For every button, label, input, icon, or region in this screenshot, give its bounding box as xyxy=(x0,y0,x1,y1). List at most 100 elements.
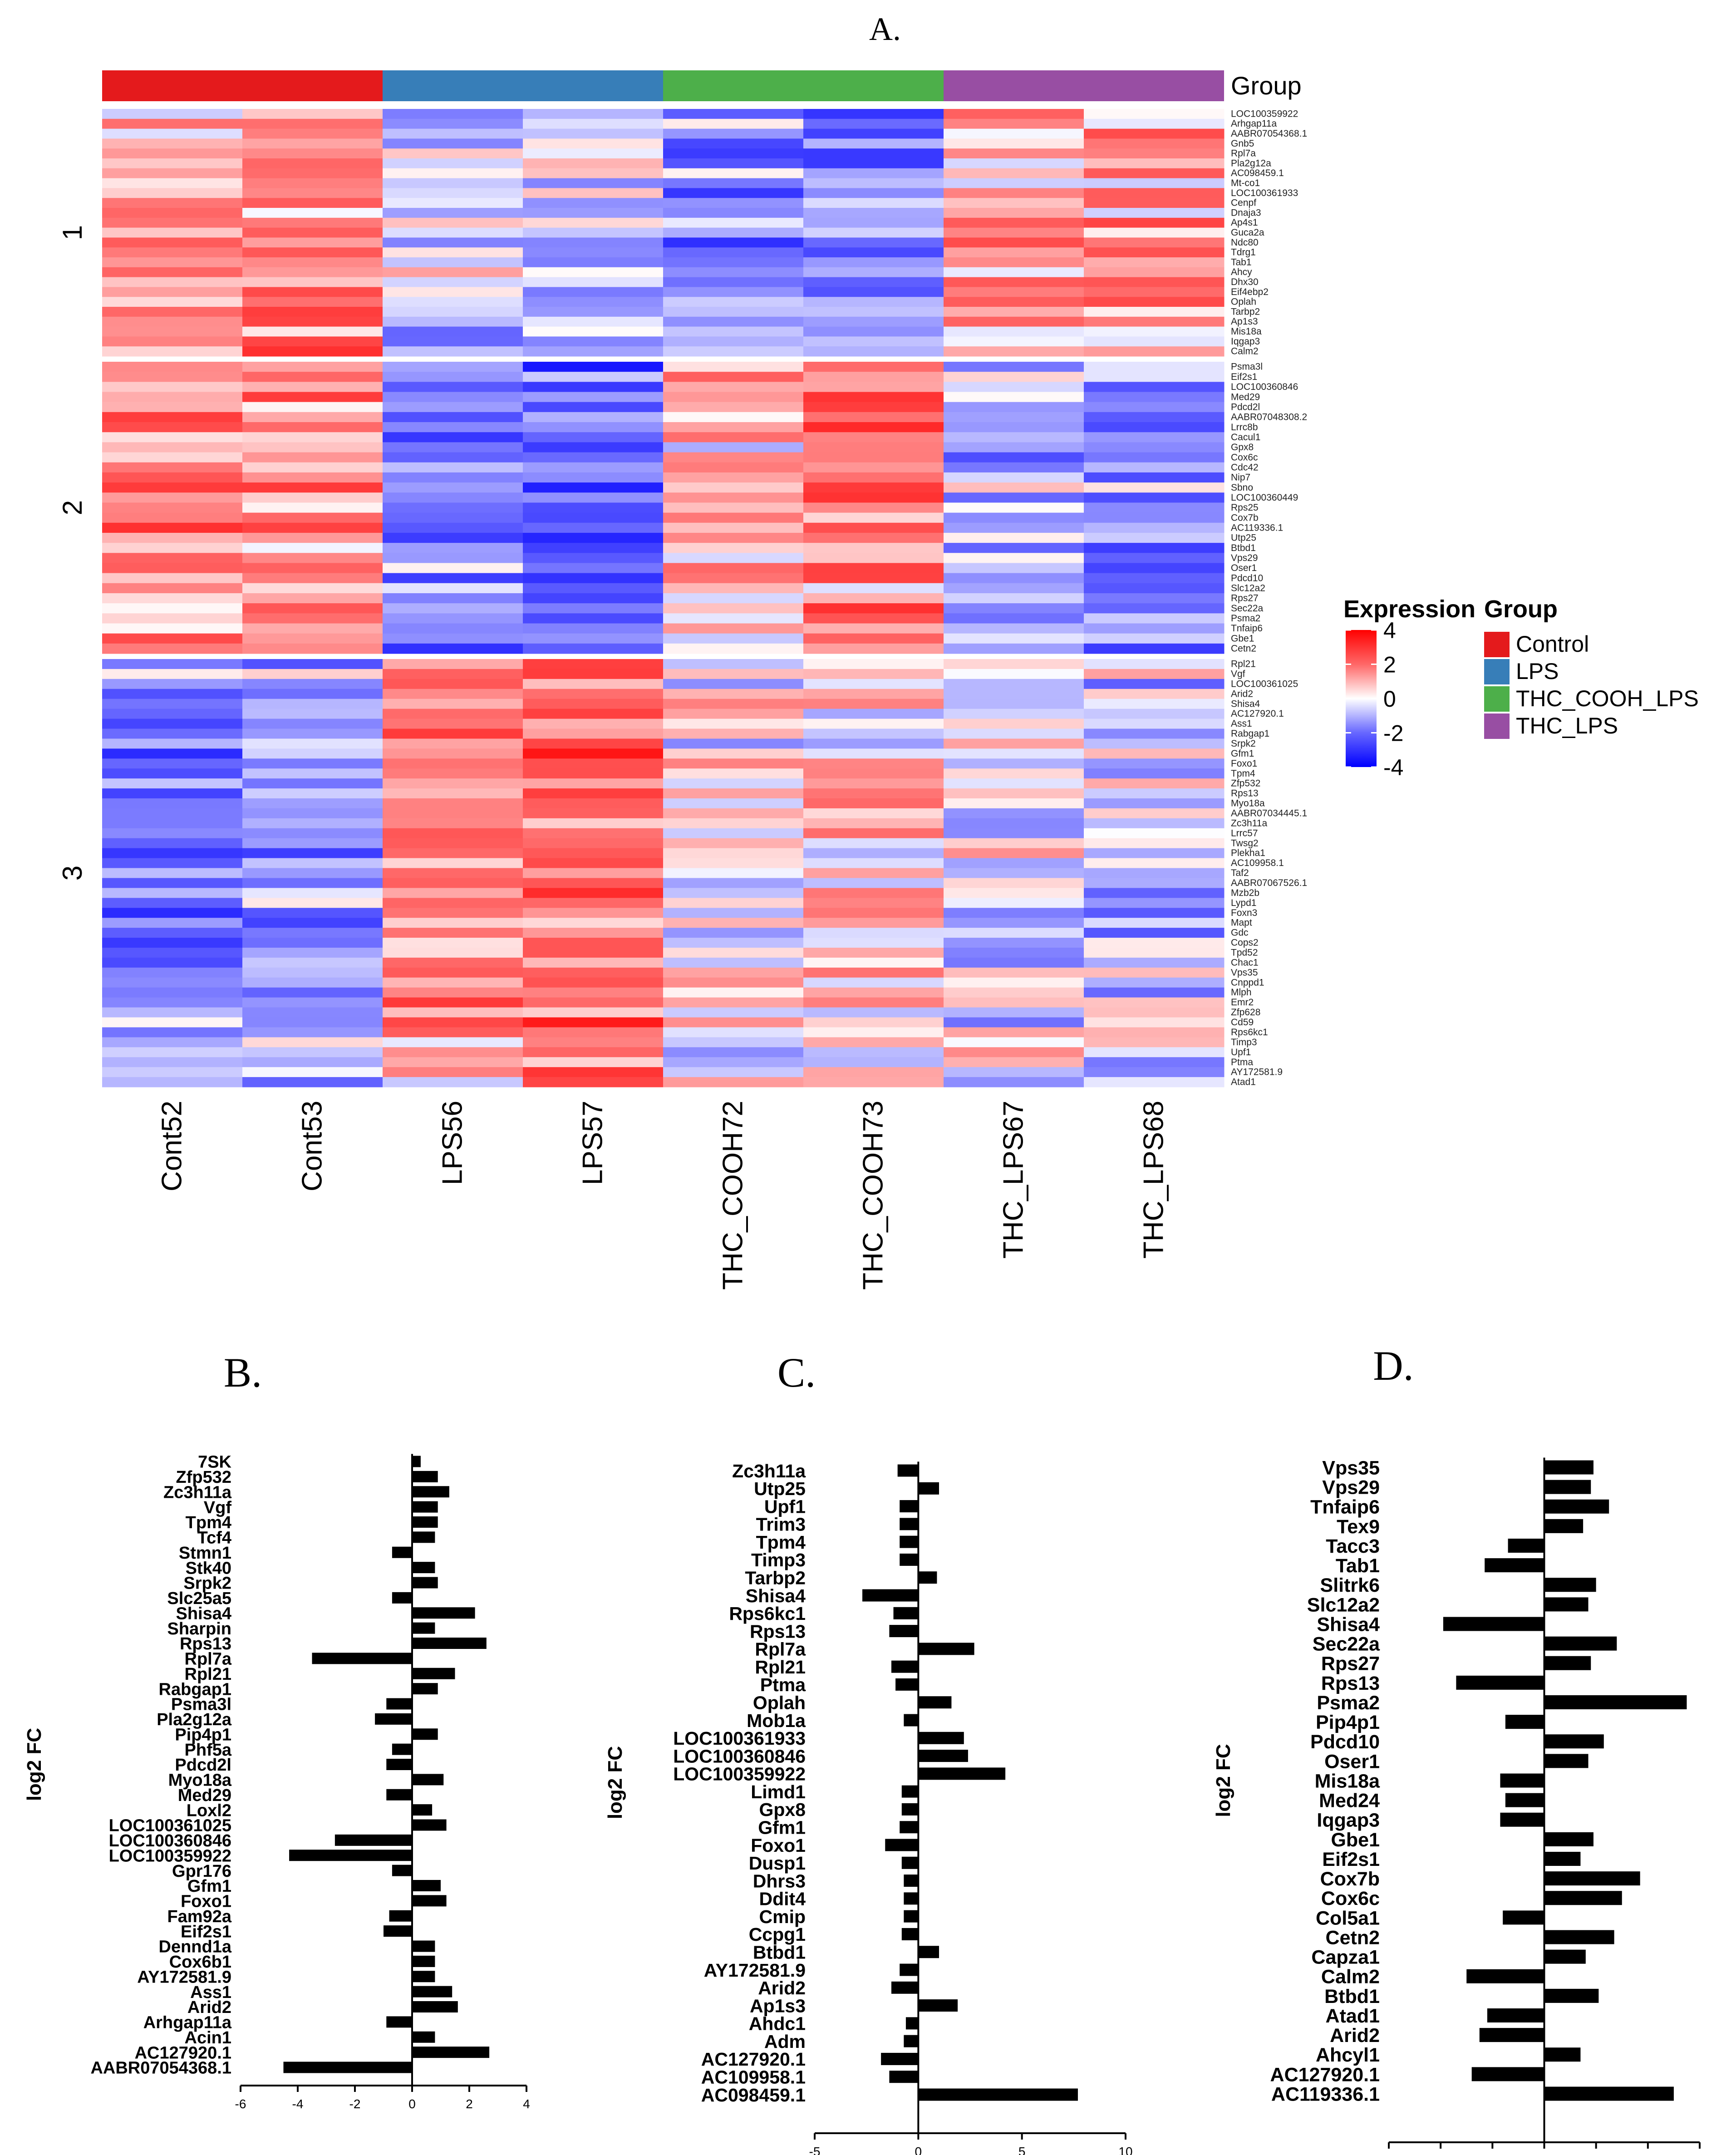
heatmap-cell xyxy=(102,818,243,829)
heatmap-cell xyxy=(523,247,664,258)
heatmap-cell xyxy=(944,997,1084,1008)
heatmap-cell xyxy=(242,297,383,307)
category-label: Cox7b xyxy=(1320,1868,1380,1890)
heatmap-cell xyxy=(102,512,243,523)
heatmap-cell xyxy=(102,908,243,918)
x-tick-label: 10 xyxy=(1118,2145,1132,2155)
heatmap-cell xyxy=(242,938,383,948)
heatmap-cell xyxy=(242,987,383,998)
heatmap-cell xyxy=(803,593,944,604)
heatmap-cell xyxy=(383,573,523,584)
heatmap-cell xyxy=(102,402,243,413)
gene-label: Atad1 xyxy=(1231,1077,1256,1087)
heatmap-cell xyxy=(663,316,804,327)
heatmap-cell xyxy=(663,563,804,574)
heatmap-cell xyxy=(1084,758,1225,769)
gene-label: Tpd52 xyxy=(1231,948,1258,958)
heatmap-cell xyxy=(1084,947,1225,958)
category-label: Stk40 xyxy=(186,1559,231,1578)
heatmap-cell xyxy=(102,336,243,347)
heatmap-cell xyxy=(102,267,243,278)
heatmap-cell xyxy=(663,412,804,423)
heatmap-cell xyxy=(102,583,243,594)
heatmap-cell xyxy=(663,957,804,968)
gene-label: Foxn3 xyxy=(1231,908,1257,918)
heatmap-cell xyxy=(242,728,383,739)
heatmap-cell xyxy=(663,818,804,829)
category-label: Acin1 xyxy=(185,2028,231,2047)
heatmap-cell xyxy=(663,1027,804,1038)
heatmap-cell xyxy=(242,217,383,228)
gene-label: AABR07034445.1 xyxy=(1231,808,1307,819)
x-tick-label: 2 xyxy=(1644,2154,1652,2155)
heatmap-cell xyxy=(383,492,523,503)
heatmap-cell xyxy=(944,659,1084,669)
heatmap-cell xyxy=(523,659,664,669)
group-legend-label: LPS xyxy=(1516,659,1559,684)
heatmap-cell xyxy=(383,307,523,317)
heatmap-cell xyxy=(102,482,243,493)
bar xyxy=(900,1535,919,1548)
heatmap-cell xyxy=(663,613,804,624)
heatmap-cell xyxy=(523,543,664,553)
category-label: Tacc3 xyxy=(1326,1535,1380,1557)
sample-label: THC_COOH73 xyxy=(858,1101,889,1290)
heatmap-cell xyxy=(383,738,523,749)
x-tick-label: 0 xyxy=(1541,2154,1548,2155)
heatmap-cell xyxy=(944,138,1084,149)
heatmap-cell xyxy=(242,362,383,372)
heatmap-cell xyxy=(1084,532,1225,543)
category-label: Fam92a xyxy=(167,1907,231,1926)
heatmap-cell xyxy=(242,148,383,159)
y-axis-title: log2 FC xyxy=(604,1746,626,1819)
category-label: AC109958.1 xyxy=(701,2066,806,2087)
heatmap-cell xyxy=(1084,593,1225,604)
heatmap-cell xyxy=(242,858,383,869)
gene-label: Tnfaip6 xyxy=(1231,623,1263,634)
heatmap-cell xyxy=(383,788,523,799)
heatmap-cell xyxy=(663,392,804,403)
x-tick-label: 0 xyxy=(408,2097,416,2111)
heatmap-cell xyxy=(523,462,664,473)
heatmap-cell xyxy=(102,148,243,159)
heatmap-cell xyxy=(944,482,1084,493)
heatmap-cell xyxy=(102,257,243,268)
gene-label: Oser1 xyxy=(1231,563,1257,573)
sample-label: THC_LPS68 xyxy=(1138,1101,1170,1259)
heatmap-cell xyxy=(523,532,664,543)
heatmap-cell xyxy=(242,316,383,327)
heatmap-cell xyxy=(1084,967,1225,978)
heatmap-cell xyxy=(242,346,383,357)
heatmap-cell xyxy=(523,868,664,878)
heatmap-cell xyxy=(803,868,944,878)
heatmap-cell xyxy=(242,878,383,888)
category-label: Oser1 xyxy=(1324,1751,1380,1772)
heatmap-cell xyxy=(383,967,523,978)
heatmap-cell xyxy=(1084,788,1225,799)
bar xyxy=(1544,1988,1599,2003)
heatmap-cell xyxy=(383,287,523,297)
gene-label: Pdcd10 xyxy=(1231,573,1263,583)
heatmap-cell xyxy=(102,227,243,238)
heatmap-cell xyxy=(663,178,804,188)
category-label: Dennd1a xyxy=(159,1938,232,1957)
category-label: Ddit4 xyxy=(759,1889,806,1909)
gene-label: Iqgap3 xyxy=(1231,336,1260,347)
heatmap-cell xyxy=(523,633,664,644)
bar xyxy=(412,1986,452,1998)
heatmap-cell xyxy=(523,257,664,268)
category-label: Foxo1 xyxy=(181,1892,231,1911)
heatmap-cell xyxy=(1084,452,1225,463)
heatmap-cell xyxy=(1084,1067,1225,1078)
heatmap-cell xyxy=(944,758,1084,769)
heatmap-cell xyxy=(242,267,383,278)
category-label: Rps27 xyxy=(1321,1653,1380,1675)
heatmap-cell xyxy=(1084,472,1225,483)
heatmap-cell xyxy=(803,573,944,584)
heatmap-cell xyxy=(102,563,243,574)
heatmap-cell xyxy=(523,287,664,297)
heatmap-cell xyxy=(242,918,383,928)
heatmap-cell xyxy=(803,326,944,337)
heatmap-cell xyxy=(944,928,1084,938)
heatmap-cell xyxy=(944,918,1084,928)
